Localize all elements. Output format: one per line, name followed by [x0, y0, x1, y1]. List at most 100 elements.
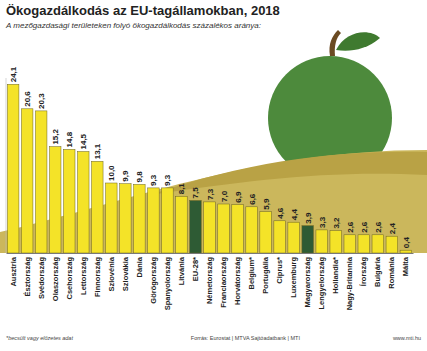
tick-label: Finnország: [93, 257, 102, 297]
bar: [190, 201, 202, 254]
tick-label: Ciprus*: [275, 257, 284, 284]
tick-label: Luxemburg: [289, 257, 298, 298]
data-label: 4,6: [276, 207, 285, 219]
tick-label: Írország: [359, 257, 368, 287]
tick: Hollandia*: [331, 257, 340, 294]
bar: [344, 235, 356, 253]
bar: [176, 196, 188, 253]
bar: [78, 152, 90, 254]
tick-label: Románia: [387, 256, 396, 289]
data-label: 14,5: [79, 133, 88, 149]
hill: [0, 150, 427, 253]
tick: Szlovénia: [107, 256, 116, 291]
y-axis-line: [6, 78, 7, 253]
bar: [120, 184, 132, 253]
tick: Ciprus*: [275, 257, 284, 284]
tick: Csehország: [65, 257, 74, 300]
data-label: 24,1: [9, 66, 18, 82]
tick-label: Spanyolország: [163, 257, 172, 311]
apple-leaf: [336, 32, 380, 51]
tick: Románia: [387, 256, 396, 289]
x-axis: Ausztria Észtország Svédország Olaszország C…: [7, 254, 414, 311]
data-label: 7,5: [191, 187, 200, 199]
bar: [64, 149, 76, 253]
tick: Luxemburg: [289, 257, 298, 298]
tick: Spanyolország: [163, 257, 172, 311]
bar: [246, 207, 258, 253]
tick: Franciaország: [219, 257, 228, 308]
data-label: 8,1: [177, 183, 186, 195]
tick-label: Olaszország: [51, 257, 60, 302]
bar: [162, 188, 174, 253]
data-label: 5,9: [262, 198, 271, 210]
tick-label: Franciaország: [219, 257, 228, 308]
bar: [148, 188, 160, 253]
bar: [260, 212, 272, 253]
data-label: 2,6: [374, 221, 383, 233]
bar: [400, 250, 412, 253]
bar: [7, 84, 19, 253]
bar: [21, 109, 33, 253]
data-label: 13,1: [93, 143, 102, 159]
tick: Észtország: [23, 257, 32, 297]
tick: Finnország: [93, 257, 102, 297]
data-label: 2,6: [346, 221, 355, 233]
data-label: 6,6: [248, 193, 257, 205]
x-axis-line: [7, 253, 414, 254]
bar: [316, 230, 328, 253]
tick-label: Litvánia: [177, 256, 186, 285]
tick: Nagy-Britannia: [345, 256, 354, 310]
data-label: 6,9: [234, 191, 243, 203]
tick: Málta: [401, 256, 410, 276]
chart: Ökogazdálkodás az EU-tagállamokban, 2018…: [0, 0, 427, 351]
data-label: 3,9: [304, 212, 313, 224]
data-label: 9,3: [163, 174, 172, 186]
tick-label: Lettország: [79, 257, 88, 295]
bar: [134, 184, 146, 253]
tick: Olaszország: [51, 257, 60, 302]
data-label: 7,0: [220, 190, 229, 202]
bar: [358, 235, 370, 253]
data-label: 3,3: [318, 216, 327, 228]
subtitle: A mezőgazdasági területeken folyó ökogaz…: [5, 21, 261, 30]
data-label: 9,9: [121, 170, 130, 182]
data-labels: 24,120,620,315,214,814,513,110,09,99,89,…: [9, 66, 411, 248]
annotation: www.mti.hu: [392, 335, 421, 341]
tick-label: Németország: [205, 257, 214, 305]
bar: [232, 205, 244, 253]
data-label: 9,3: [149, 174, 158, 186]
bar: [372, 235, 384, 253]
tick: Görögország: [149, 257, 158, 304]
bar: [106, 183, 118, 253]
data-label: 20,6: [23, 91, 32, 107]
decoration: [0, 30, 427, 253]
tick: Svédország: [37, 257, 46, 300]
tick: Portugália: [261, 256, 270, 294]
data-label: 9,8: [135, 171, 144, 183]
bar: [204, 202, 216, 253]
bar: [386, 236, 398, 253]
data-label: 7,3: [206, 188, 215, 200]
tick-label: Svédország: [37, 257, 46, 300]
bar: [330, 231, 342, 253]
tick-label: Málta: [401, 256, 410, 276]
tick: Írország: [359, 257, 368, 287]
tick: Ausztria: [9, 256, 18, 286]
tick-label: Portugália: [261, 256, 270, 294]
tick: Lettország: [79, 257, 88, 295]
bar: [35, 111, 47, 253]
tick-label: Bulgária: [373, 256, 382, 287]
tick: Belgium*: [247, 257, 256, 290]
data-label: 3,2: [332, 217, 341, 229]
tick-label: Szlovákia: [121, 256, 130, 291]
tick: Dánia: [135, 256, 144, 277]
tick-label: Hollandia*: [331, 257, 340, 294]
tick-label: Ausztria: [9, 256, 18, 286]
tick: Magyarország: [303, 257, 312, 308]
tick-label: Magyarország: [303, 257, 312, 308]
data-label: 2,4: [388, 223, 397, 235]
tick-label: EU-28*: [191, 257, 200, 281]
bar: [218, 204, 230, 253]
tick: Szlovákia: [121, 256, 130, 291]
annotation: Forrás: Eurostat | MTVA Sajtóadatbank | …: [191, 335, 301, 341]
